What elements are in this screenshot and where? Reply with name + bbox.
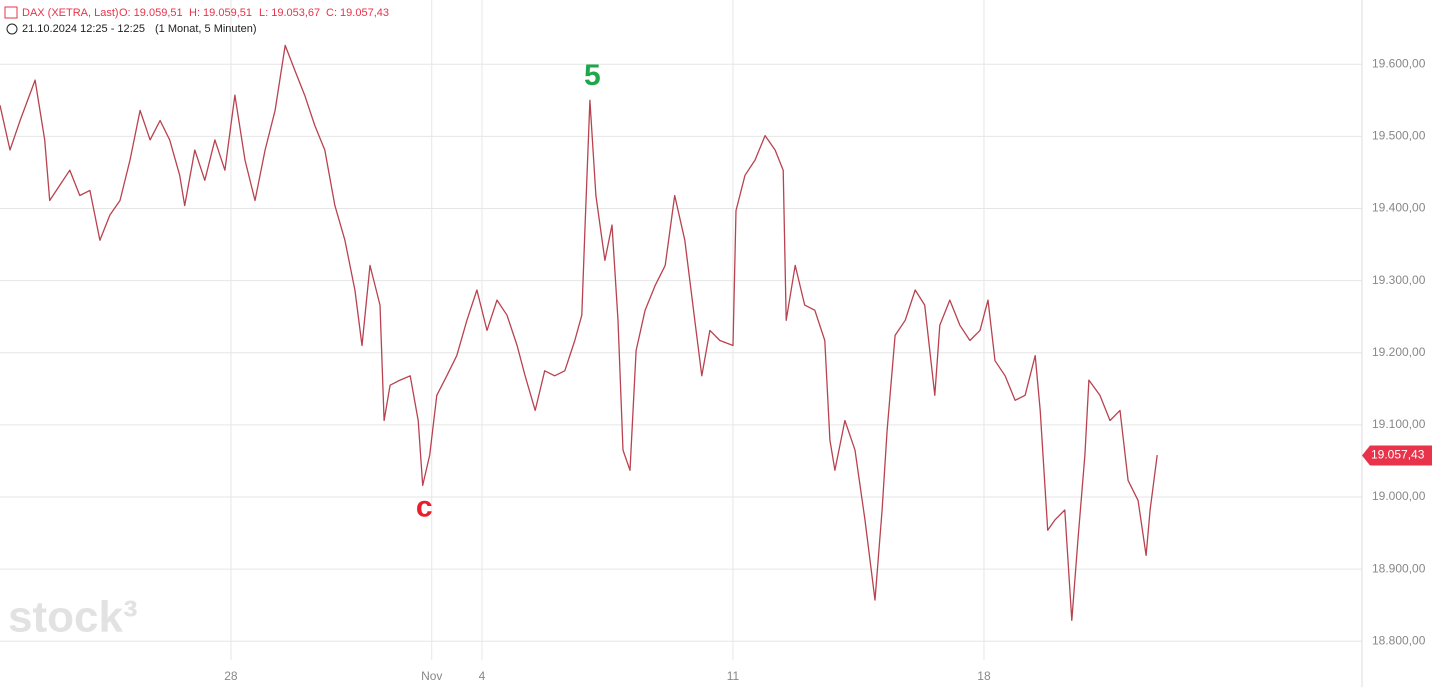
y-tick-label: 19.600,00 [1372,56,1426,70]
grid [0,0,1362,660]
low: L: 19.053,67 [259,7,320,19]
last-price-label: 19.057,43 [1371,448,1425,462]
price-line [0,44,1158,621]
watermark: stock³ [8,593,138,642]
x-tick-label: 28 [224,669,238,683]
clock-icon [6,23,18,35]
high: H: 19.059,51 [189,7,252,19]
y-tick-label: 18.900,00 [1372,561,1426,575]
y-tick-label: 19.400,00 [1372,201,1426,215]
period: (1 Monat, 5 Minuten) [155,23,257,35]
x-tick-label: 11 [727,669,740,683]
header: DAX (XETRA, Last) O: 19.059,51 H: 19.059… [4,6,389,35]
wave-label: 5 [584,59,601,92]
x-tick-label: 18 [977,669,991,683]
y-tick-label: 19.500,00 [1372,128,1426,142]
y-tick-label: 19.100,00 [1372,417,1426,431]
x-tick-label: 4 [479,669,486,683]
x-tick-label: Nov [421,669,442,683]
close: C: 19.057,43 [326,7,389,19]
y-tick-label: 19.000,00 [1372,489,1426,503]
wave-label: c [416,490,433,523]
plot [0,44,1158,621]
instrument: DAX (XETRA, Last) [22,7,119,19]
y-tick-label: 18.800,00 [1372,633,1426,647]
open: O: 19.059,51 [119,7,183,19]
candle-icon [4,6,18,19]
time: 21.10.2024 12:25 - 12:25 [22,23,145,35]
last-price-tag [1362,445,1432,466]
y-tick-label: 19.200,00 [1372,345,1426,359]
y-tick-label: 19.300,00 [1372,273,1426,287]
